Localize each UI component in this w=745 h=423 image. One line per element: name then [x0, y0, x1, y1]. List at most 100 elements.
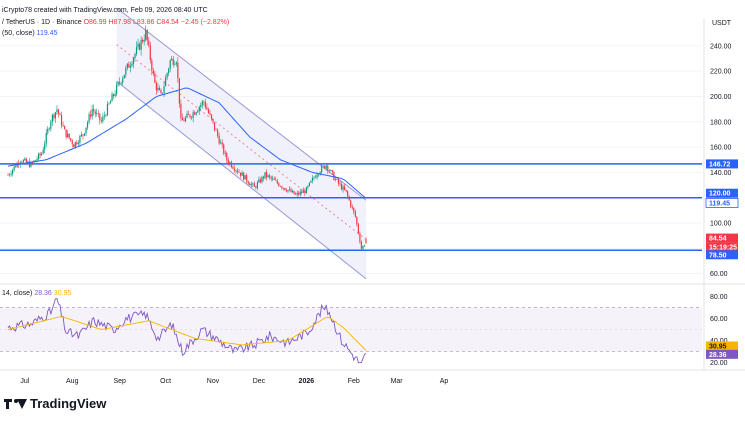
candle-body: [85, 127, 87, 134]
candle-body: [129, 65, 131, 68]
candle-body: [161, 92, 164, 94]
candle-body: [276, 180, 278, 184]
candle-body: [135, 47, 138, 54]
rsi-legend[interactable]: 14, close) 28.36 30.95: [2, 290, 71, 297]
candle-body: [119, 82, 121, 83]
candle-body: [256, 182, 258, 188]
candle-body: [186, 113, 188, 118]
candle-body: [336, 179, 338, 180]
candle-body: [42, 149, 44, 154]
candle-body: [88, 114, 90, 123]
rsi-ma-line[interactable]: [7, 316, 367, 351]
candle-body: [77, 143, 79, 145]
candle-body: [174, 64, 176, 65]
candle-body: [212, 118, 214, 123]
candle-body: [112, 94, 115, 97]
candle-body: [200, 105, 202, 108]
candle-body: [215, 129, 217, 131]
price-badge-label: 84.54: [709, 236, 727, 243]
candle-body: [319, 172, 321, 175]
candle-body: [31, 162, 34, 163]
price-badge-level: [706, 250, 738, 260]
candle-body: [97, 113, 99, 114]
ma-legend[interactable]: (50, close) 119.45: [2, 30, 58, 37]
candle-body: [11, 169, 14, 174]
candle-body: [203, 101, 205, 103]
candle-body: [337, 179, 340, 184]
candle-body: [54, 112, 57, 119]
candle-body: [265, 172, 268, 178]
brand[interactable]: TradingView: [4, 393, 106, 413]
candle-body: [44, 143, 46, 150]
price-tick-label: 100.00: [710, 221, 732, 228]
candle-body: [166, 73, 168, 78]
candle-body: [191, 117, 193, 118]
candle-body: [255, 186, 257, 188]
candle-body: [106, 104, 109, 116]
candle-body: [345, 189, 347, 192]
candle-body: [253, 183, 255, 187]
candle-body: [267, 175, 269, 178]
candle-body: [76, 141, 78, 145]
candle-body: [171, 58, 173, 61]
candle-body: [134, 53, 136, 59]
candle-body: [120, 82, 122, 84]
ma50-line[interactable]: [7, 87, 367, 199]
candle-body: [169, 60, 171, 69]
candle-body: [362, 246, 364, 249]
candle-body: [140, 39, 142, 50]
candle-body: [227, 160, 229, 164]
price-badge-label: 15:19:25: [709, 245, 737, 252]
candle-body: [56, 109, 58, 113]
candle-body: [47, 128, 49, 133]
candle-body: [340, 183, 343, 190]
candle-body: [146, 29, 148, 41]
channel-lower-line[interactable]: [116, 80, 367, 280]
candle-body: [210, 114, 213, 119]
price-badge-level: [706, 188, 738, 198]
candle-body: [102, 116, 104, 122]
rsi-line[interactable]: [7, 298, 367, 364]
candle-body: [365, 239, 367, 243]
candle-body: [241, 172, 243, 176]
price-tick-label: 160.00: [710, 145, 732, 152]
time-tick-label: Nov: [207, 378, 220, 385]
candle-body: [298, 192, 300, 195]
candle-body: [16, 163, 18, 168]
candle-body: [229, 162, 231, 164]
candle-body: [19, 162, 21, 165]
ma-legend-value: 119.45: [36, 30, 58, 37]
time-tick-label: Feb: [348, 378, 360, 385]
candle-body: [347, 191, 349, 197]
candle-body: [270, 176, 272, 179]
candle-body: [160, 90, 162, 94]
candle-body: [262, 176, 265, 179]
candle-body: [50, 121, 52, 129]
candle-body: [233, 168, 236, 171]
candle-body: [96, 113, 98, 115]
ma-legend-label: (50, close): [2, 30, 35, 37]
candle-body: [184, 117, 187, 122]
candle-body: [86, 122, 89, 128]
candle-body: [114, 94, 116, 97]
price-tick-label: 140.00: [710, 170, 732, 177]
candle-body: [328, 170, 330, 172]
candle-body: [142, 39, 144, 42]
candle-body: [24, 158, 26, 161]
candle-body: [284, 188, 286, 190]
candle-body: [350, 200, 352, 207]
candle-body: [53, 114, 55, 119]
candle-body: [177, 62, 179, 78]
candle-body: [8, 174, 11, 176]
candle-body: [128, 63, 130, 68]
symbol-text[interactable]: / TetherUS · 1D · Binance: [2, 19, 82, 26]
candle-body: [244, 175, 246, 180]
candle-body: [111, 94, 113, 102]
candle-body: [71, 140, 73, 145]
ohlc-text: O86.99 H87.98 L83.86 C84.54 −2.45 (−2.82…: [83, 19, 230, 26]
candle-body: [285, 189, 288, 192]
candle-body: [45, 132, 47, 144]
candle-body: [151, 60, 153, 71]
